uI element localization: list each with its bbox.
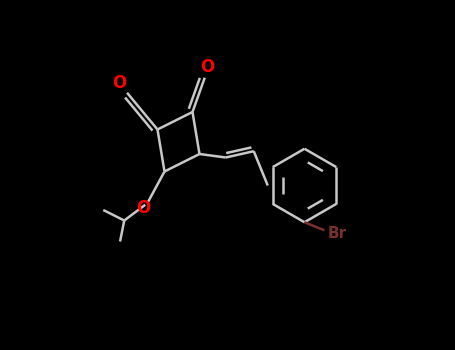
Text: O: O: [136, 199, 151, 217]
Text: O: O: [112, 74, 127, 92]
Text: Br: Br: [327, 226, 346, 241]
Text: O: O: [200, 58, 215, 76]
